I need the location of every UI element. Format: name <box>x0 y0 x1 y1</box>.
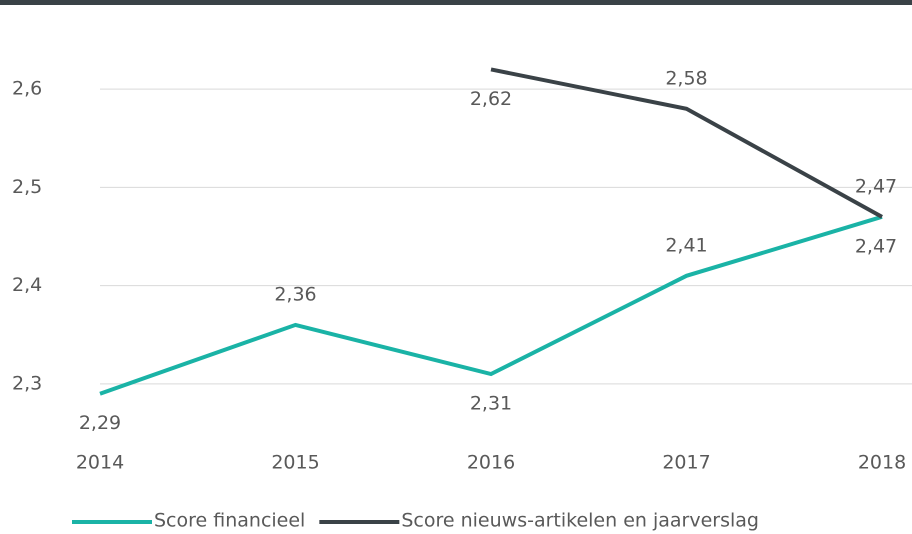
x-tick-label: 2014 <box>76 452 124 474</box>
y-tick-label: 2,3 <box>12 372 42 394</box>
series-line <box>490 67 883 219</box>
legend-label: Score financieel <box>154 510 305 532</box>
data-label: 2,58 <box>665 67 707 89</box>
x-tick-label: 2016 <box>467 452 515 474</box>
data-label: 2,36 <box>274 283 316 305</box>
y-tick-label: 2,5 <box>12 176 42 198</box>
data-label: 2,41 <box>665 234 707 256</box>
data-label: 2,29 <box>79 412 121 434</box>
y-tick-label: 2,4 <box>12 274 42 296</box>
top-band <box>0 0 912 5</box>
x-tick-label: 2018 <box>858 452 906 474</box>
data-label: 2,47 <box>855 235 897 257</box>
x-tick-label: 2017 <box>662 452 710 474</box>
data-label: 2,47 <box>855 175 897 197</box>
y-tick-label: 2,6 <box>12 78 42 100</box>
data-label: 2,62 <box>470 88 512 110</box>
legend-label: Score nieuws-artikelen en jaarverslag <box>401 510 759 532</box>
series-line <box>99 214 883 396</box>
x-tick-label: 2015 <box>271 452 319 474</box>
data-label: 2,31 <box>470 393 512 415</box>
